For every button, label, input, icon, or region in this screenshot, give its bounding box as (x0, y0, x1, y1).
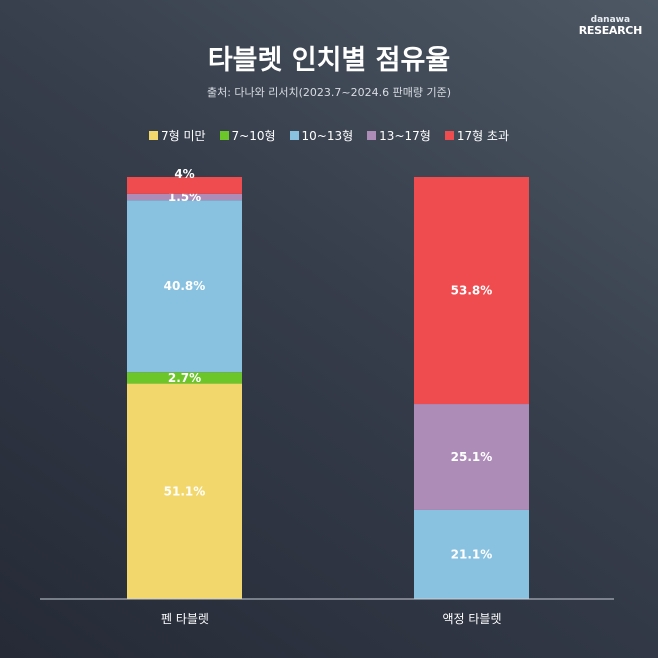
legend-label: 7형 미만 (160, 129, 206, 143)
legend-swatch (444, 131, 454, 140)
legend-swatch (367, 131, 377, 140)
legend-item: 7형 미만 (148, 127, 206, 144)
category-label-display: 액정 타블렛 (442, 612, 502, 626)
data-label: 2.7% (168, 371, 201, 385)
legend-item: 7~10형 (219, 127, 276, 144)
bar-segment (127, 383, 242, 599)
bar-segment (127, 177, 242, 194)
legend-swatch (219, 131, 229, 140)
legend: 7형 미만 7~10형 10~13형 13~17형 17형 초과 (0, 127, 658, 144)
bar-segment (127, 200, 242, 373)
danawa-research-logo: danawa RESEARCH (578, 15, 643, 37)
chart-subtitle: 출처: 다나와 리서치(2023.7~2024.6 판매량 기준) (206, 86, 452, 99)
bar-segment (414, 509, 529, 599)
legend-item: 13~17형 (367, 127, 431, 144)
legend-swatch (289, 131, 299, 140)
logo-small: danawa (590, 15, 631, 25)
legend-item: 10~13형 (289, 127, 354, 144)
logo-big: RESEARCH (578, 24, 643, 37)
data-label: 40.8% (164, 279, 206, 293)
bar-segment (414, 177, 529, 405)
legend-swatch (148, 131, 158, 140)
data-label: 53.8% (451, 284, 493, 298)
bar-segment (127, 372, 242, 384)
legend-label: 7~10형 (231, 129, 276, 143)
legend-label: 10~13형 (301, 129, 354, 143)
data-label: 21.1% (451, 547, 493, 561)
bar-segment (127, 193, 242, 201)
data-label: 51.1% (164, 484, 206, 498)
chart-title: 타블렛 인치별 점유율 (207, 45, 451, 76)
data-label: 4% (174, 167, 194, 181)
bar-segment (414, 404, 529, 510)
legend-label: 17형 초과 (456, 129, 510, 143)
legend-label: 13~17형 (379, 129, 431, 143)
category-label-pen: 펜 타블렛 (161, 612, 209, 626)
data-label: 25.1% (451, 450, 493, 464)
legend-item: 17형 초과 (444, 127, 510, 144)
